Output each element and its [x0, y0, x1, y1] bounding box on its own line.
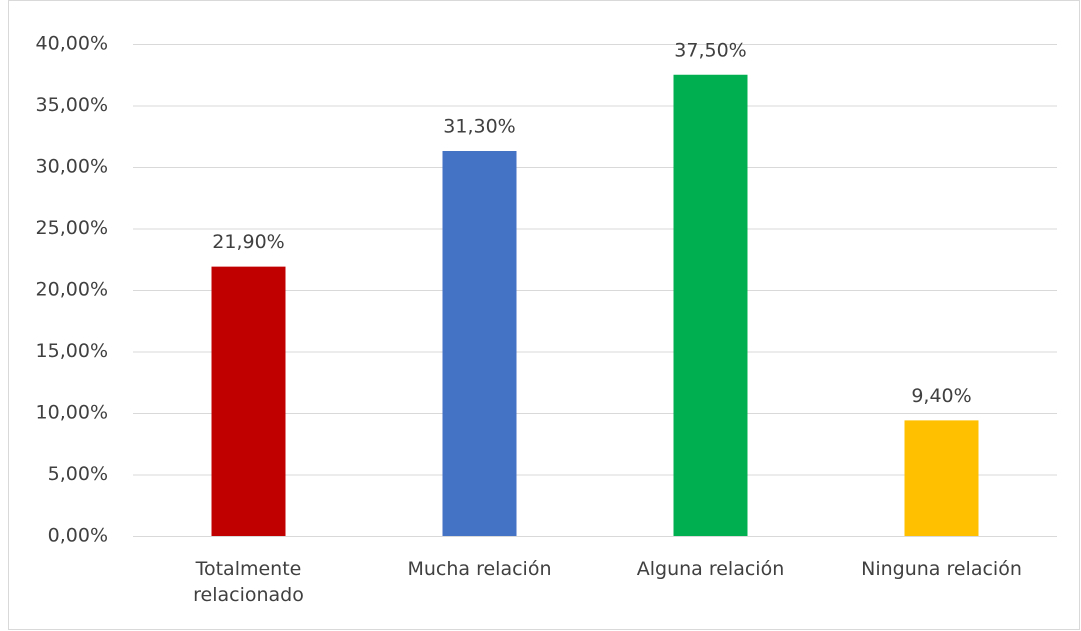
y-tick-label: 5,00%	[48, 463, 108, 485]
value-label: 37,50%	[674, 39, 746, 61]
bar	[673, 74, 748, 536]
y-tick-label: 30,00%	[36, 156, 108, 178]
chart-border	[8, 0, 1080, 630]
value-label: 21,90%	[212, 231, 284, 253]
y-tick-label: 0,00%	[48, 525, 108, 547]
x-tick-label: Ninguna relación	[861, 558, 1022, 580]
y-tick-label: 15,00%	[36, 340, 108, 362]
bar	[442, 151, 517, 536]
x-tick-label: Totalmente relacionado	[193, 558, 304, 606]
y-tick-label: 10,00%	[36, 402, 108, 424]
bar	[904, 420, 979, 536]
x-tick-label: Mucha relación	[407, 558, 552, 580]
y-tick-label: 35,00%	[36, 94, 108, 116]
bar	[211, 266, 286, 536]
y-tick-label: 25,00%	[36, 217, 108, 239]
y-tick-label: 20,00%	[36, 279, 108, 301]
x-tick-label: Alguna relación	[636, 558, 785, 580]
value-label: 31,30%	[443, 116, 515, 138]
y-tick-label: 40,00%	[36, 33, 108, 55]
value-label: 9,40%	[911, 385, 971, 407]
